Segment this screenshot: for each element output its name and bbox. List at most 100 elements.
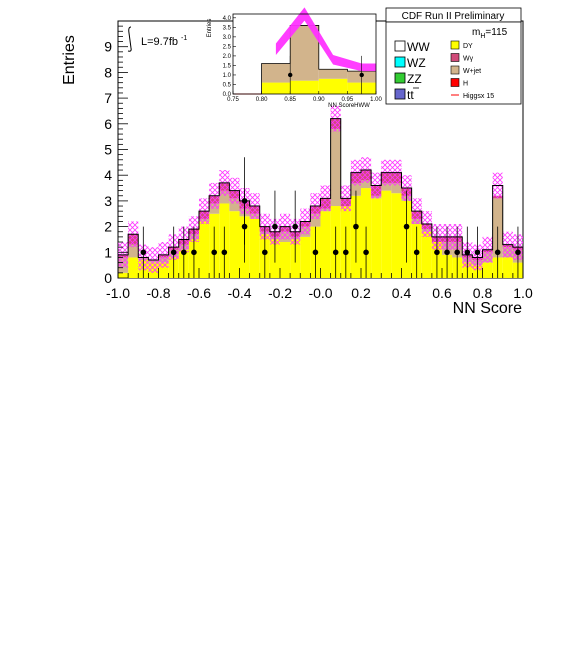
x-tick-label: 0.4 (392, 285, 412, 301)
bar-dy (381, 190, 392, 278)
legend-label: WW (407, 40, 430, 54)
bar-dy (502, 257, 513, 278)
inset-x-tick-label: 0.75 (227, 97, 239, 103)
bar-dy (391, 193, 402, 278)
inset-y-tick-label: 3.5 (223, 25, 232, 31)
total-outline (117, 118, 524, 278)
data-point (444, 249, 450, 256)
bar-dy (320, 211, 331, 278)
legend-frame (385, 21, 522, 105)
legend: mH=115 WW WZ ZZ tt DY Wγ W+jet H Higgsx 15 (385, 21, 522, 105)
inset-frame (232, 13, 377, 95)
y-tick-label: 8 (104, 64, 112, 80)
x-tick-label: 0.6 (432, 285, 452, 301)
x-tick-label: -0.8 (146, 285, 170, 301)
inset-x-label: NN ScoreHWW (328, 103, 370, 109)
y-tick-label: 3 (104, 193, 112, 209)
data-point (272, 223, 278, 230)
x-tick-label: 0.8 (473, 285, 493, 301)
data-point (241, 223, 248, 230)
x-tick-label: -0.2 (268, 285, 292, 301)
y-axis-label: Entries (61, 35, 78, 85)
inset-y-tick-label: 1.5 (223, 63, 232, 69)
inset-band-area (275, 7, 376, 72)
legend-right-column: DY Wγ W+jet H Higgsx 15 (450, 40, 494, 100)
inset-y-tick-label: 0.0 (223, 92, 232, 98)
legend-label: Wγ (463, 56, 474, 63)
bar-w-jet (350, 182, 361, 196)
data-point (170, 249, 177, 256)
data-point (494, 249, 501, 256)
inset-y-tick-label: 2.0 (223, 54, 232, 60)
bar-dy (199, 221, 210, 278)
inset-y-tick-label: 2.5 (223, 44, 232, 50)
y-tick-label: 2 (104, 219, 112, 235)
bar-dy (229, 211, 240, 278)
mass-label: mH=115 (472, 27, 508, 40)
data-point (403, 223, 410, 230)
inset-y-tick-label: 3.0 (223, 35, 232, 41)
inset-outline (233, 25, 376, 95)
legend-swatch (450, 78, 460, 87)
x-tick-label: -0.0 (308, 285, 332, 301)
inset-y-ticks: 0.0 0.5 1.0 1.5 2.0 2.5 3.0 3.5 4.0 (223, 16, 236, 98)
data-points (140, 157, 521, 278)
inset-data-points (288, 55, 364, 94)
inset-plot: 0.0 0.5 1.0 1.5 2.0 2.5 3.0 3.5 4.0 0.75 0.80 0.85… (207, 7, 382, 109)
title-box: CDF Run II Preliminary (385, 7, 522, 23)
y-tick-label: 6 (104, 116, 112, 132)
inset-x-tick-label: 0.85 (284, 97, 296, 103)
data-point (343, 249, 349, 256)
legend-swatch (450, 40, 460, 50)
legend-swatch (394, 72, 406, 84)
inset-y-tick-label: 0.5 (223, 82, 232, 88)
inset-bar-wjet (318, 69, 348, 79)
data-point (221, 249, 228, 256)
data-point (332, 249, 339, 256)
legend-swatch (394, 88, 406, 100)
y-tick-label: 1 (104, 244, 112, 260)
bar-dy (249, 218, 260, 278)
bar-dy (300, 236, 311, 278)
inset-x-tick-label: 0.90 (313, 97, 325, 103)
bar-w-jet (330, 128, 341, 207)
bar-w-jet (219, 190, 230, 204)
data-point (292, 223, 298, 230)
data-point (464, 249, 471, 256)
y-tick-label: 9 (104, 39, 112, 55)
data-point (474, 249, 481, 256)
data-point (413, 249, 420, 256)
data-point (363, 249, 369, 256)
legend-swatch (394, 40, 406, 52)
y-tick-label: 4 (104, 167, 112, 183)
inset-y-label: Entries (207, 19, 213, 38)
legend-label: H (463, 81, 468, 88)
bar-dy (482, 262, 493, 278)
x-tick-label: -0.6 (187, 285, 211, 301)
inset-x-tick-label: 0.95 (342, 97, 354, 103)
data-point (454, 249, 460, 256)
legend-label: DY (463, 43, 473, 50)
chart-title: CDF Run II Preliminary (402, 11, 505, 22)
inset-x-tick-label: 1.00 (370, 97, 382, 103)
inset-bar-dy (318, 78, 348, 94)
data-point (211, 249, 217, 256)
y-axis-ticks: 0 1 2 3 4 5 6 7 8 9 (104, 20, 128, 286)
legend-swatch (450, 65, 460, 75)
inset-bar-dy (290, 80, 319, 94)
bar-dy (371, 198, 382, 278)
legend-label: W+jet (463, 68, 481, 75)
bar-w-jet (391, 182, 402, 194)
integral-sign-icon (127, 26, 132, 52)
legend-left-column: WW WZ ZZ tt (394, 40, 430, 102)
legend-label: tt (407, 88, 414, 102)
data-point (191, 249, 197, 256)
inset-data-point (288, 72, 293, 78)
data-point (434, 249, 440, 256)
y-tick-label: 7 (104, 90, 112, 106)
inset-y-tick-label: 1.0 (223, 73, 232, 79)
data-point (353, 223, 359, 230)
data-point (312, 249, 319, 256)
legend-swatch (394, 56, 406, 68)
